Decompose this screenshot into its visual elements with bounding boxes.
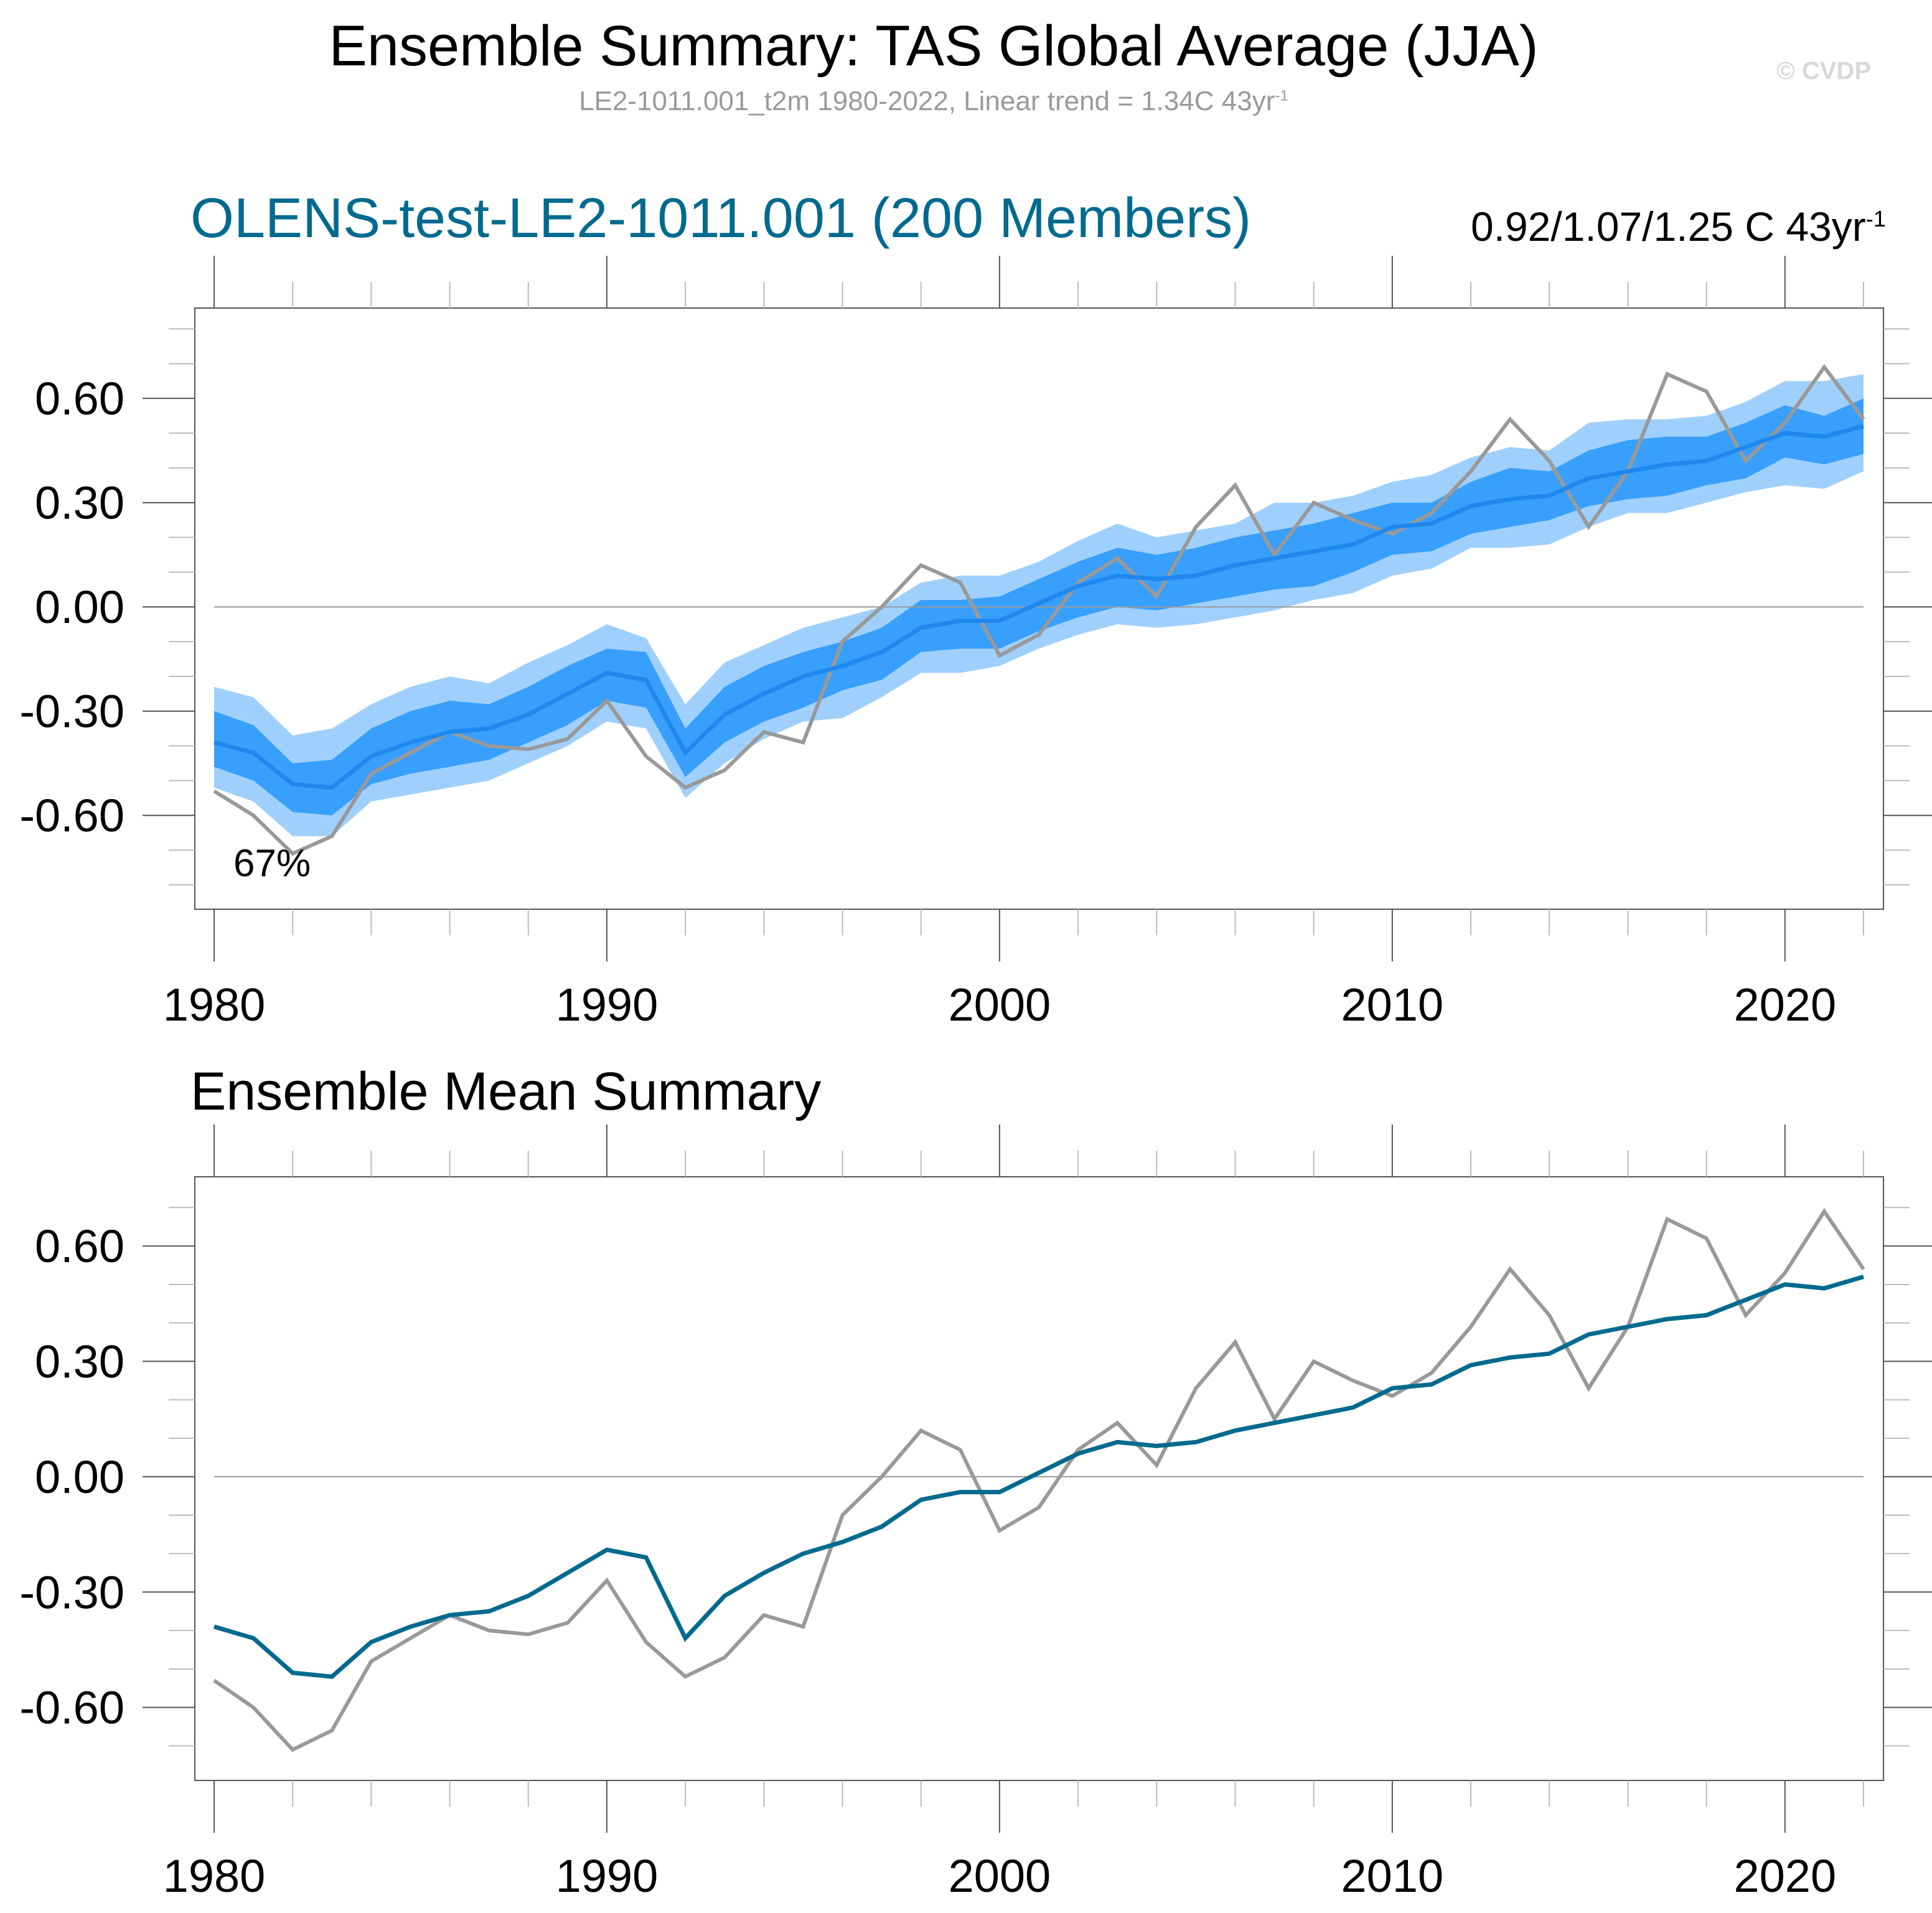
panel1-title: OLENS-test-LE2-1011.001 (200 Members)	[190, 187, 1252, 250]
y-tick-label: -0.60	[19, 1682, 124, 1734]
x-tick-label: 2000	[949, 979, 1051, 1031]
y-tick-label: 0.00	[35, 581, 124, 633]
x-tick-label: 1980	[163, 979, 266, 1031]
cvdp-watermark: © CVDP	[1776, 57, 1871, 85]
figure-title: Ensemble Summary: TAS Global Average (JJ…	[329, 14, 1539, 78]
ensemble-mean-line	[213, 424, 1864, 790]
x-tick-label: 1990	[556, 1850, 659, 1902]
y-tick-label: -0.30	[19, 686, 124, 737]
observations-line	[213, 363, 1865, 856]
x-tick-label: 2020	[1733, 979, 1836, 1031]
observations-line	[213, 1208, 1865, 1752]
trend-exponent: -1	[1865, 206, 1886, 232]
panel-ensemble-spread: 1980 1990 2000 2010 2020 -0.60 -0.30 0.00 0.30 0.…	[19, 256, 1932, 1031]
x-tick-label: 2010	[1341, 979, 1444, 1031]
panel1-trend-range: 0.92/1.07/1.25 C 43yr-1	[1471, 203, 1886, 250]
y-tick-label: -0.60	[19, 790, 124, 841]
y-tick-label: 0.30	[35, 1336, 124, 1388]
figure-subtitle: LE2-1011.001_t2m 1980-2022, Linear trend…	[0, 86, 1867, 117]
x-tick-label: 2000	[949, 1850, 1051, 1902]
panel2-title: Ensemble Mean Summary	[190, 1062, 822, 1121]
plot-frame	[194, 1176, 1884, 1781]
x-tick-label: 1980	[163, 1850, 266, 1902]
x-tick-label: 2010	[1341, 1850, 1444, 1902]
y-tick-label: -0.30	[19, 1566, 124, 1618]
subtitle-exponent: -1	[1275, 87, 1288, 105]
trend-text: 0.92/1.07/1.25 C 43yr	[1470, 203, 1866, 250]
y-tick-label: 0.00	[35, 1451, 124, 1503]
ensemble-mean-line	[213, 1275, 1864, 1679]
x-tick-label: 1990	[556, 979, 659, 1031]
panel-ensemble-mean: 1980 1990 2000 2010 2020 -0.60 -0.30 0.00 0.30 0.…	[19, 1125, 1932, 1902]
percent-within-spread-label: 67%	[233, 842, 311, 885]
y-tick-label: 0.60	[35, 1220, 124, 1272]
x-tick-label: 2020	[1733, 1850, 1836, 1902]
y-tick-label: 0.30	[35, 477, 124, 529]
plot-frame	[194, 307, 1884, 910]
y-tick-label: 0.60	[35, 373, 124, 424]
subtitle-text: LE2-1011.001_t2m 1980-2022, Linear trend…	[579, 86, 1275, 116]
